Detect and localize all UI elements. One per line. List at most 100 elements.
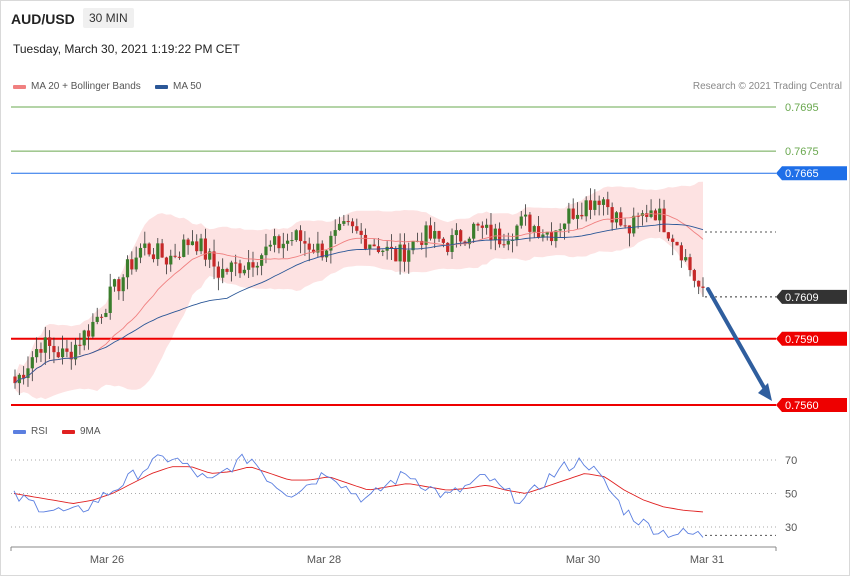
candle-body [350, 221, 355, 227]
candle-body [597, 200, 601, 205]
rsi-swatch [13, 429, 26, 434]
candle-body [26, 368, 30, 378]
candle-body [199, 238, 203, 252]
rsi-line [13, 453, 704, 539]
candle-body [48, 337, 52, 346]
candle-body [147, 243, 151, 255]
timeframe-button[interactable]: 30 MIN [83, 8, 134, 28]
legend-9ma-label: 9MA [80, 426, 101, 437]
level-label: 0.7695 [785, 102, 819, 114]
candle-body [186, 239, 190, 246]
rsi-level-label: 30 [785, 522, 797, 534]
candle-body [160, 243, 164, 258]
moving-averages [14, 213, 704, 384]
candle-body [39, 349, 43, 353]
candle-body [420, 240, 424, 245]
candle-body [567, 208, 571, 224]
level-tag [776, 166, 847, 181]
price-levels [11, 106, 776, 406]
candle-body [121, 277, 125, 292]
level-tag [776, 331, 847, 346]
candle-body [627, 225, 632, 234]
candle-body [216, 266, 220, 278]
candle-body [562, 223, 567, 230]
level-label: 0.7560 [785, 400, 819, 412]
rsi-level-label: 50 [785, 489, 797, 501]
candle-body [177, 256, 182, 258]
candle-body [35, 349, 39, 358]
candle-body [502, 244, 506, 246]
candle-body [645, 213, 649, 217]
candle-body [441, 238, 445, 243]
level-label: 0.7665 [785, 168, 819, 180]
candle-body [381, 250, 385, 253]
candlesticks [13, 188, 705, 396]
candle-body [697, 280, 701, 287]
candle-body [95, 316, 99, 322]
candle-body [472, 223, 476, 239]
candle-body [493, 228, 497, 241]
candle-body [30, 357, 34, 369]
candle-body [372, 244, 376, 247]
candle-body [130, 259, 134, 270]
price-level-labels: 0.7695 0.7675 0.7665 0.7609 0.7590 0.7560 [776, 102, 847, 412]
candle-body [407, 250, 411, 262]
projection-arrow-head [758, 383, 772, 401]
level-label: 0.7675 [785, 146, 819, 158]
candle-body [528, 214, 532, 232]
candle-body [264, 246, 268, 256]
legend-ma50: MA 50 [155, 81, 201, 92]
candle-body [601, 199, 606, 205]
candle-body [398, 244, 402, 262]
candle-body [86, 330, 91, 337]
candle-body [433, 230, 437, 239]
candle-body [99, 316, 104, 318]
timestamp: Tuesday, March 30, 2021 1:19:22 PM CET [13, 42, 240, 56]
candle-body [575, 214, 580, 219]
candle-body [43, 337, 47, 353]
candle-body [238, 263, 242, 274]
candle-body [311, 249, 316, 253]
candle-body [324, 250, 329, 258]
candle-body [229, 262, 233, 272]
candle-body [593, 200, 597, 210]
candle-body [485, 224, 489, 228]
candle-body [658, 208, 662, 221]
legend-rsi-label: RSI [31, 426, 48, 437]
legend-rsi: RSI [13, 426, 48, 437]
candle-body [164, 257, 169, 265]
candle-body [316, 243, 320, 253]
candle-body [450, 235, 454, 252]
candle-body [169, 255, 173, 265]
legend-ma20: MA 20 + Bollinger Bands [13, 81, 141, 92]
candle-body [363, 234, 368, 249]
candle-body [446, 242, 450, 252]
candle-body [467, 238, 471, 245]
candle-body [337, 223, 342, 231]
time-axis: Mar 26 Mar 28 Mar 30 Mar 31 [10, 546, 777, 566]
candle-body [623, 225, 627, 227]
level-label: 0.7609 [785, 292, 819, 304]
candle-body [247, 262, 251, 270]
candle-body [242, 269, 246, 274]
level-tag [776, 398, 847, 412]
candle-body [298, 230, 303, 242]
candle-body [519, 216, 523, 226]
candle-body [60, 348, 65, 358]
candle-body [294, 230, 298, 241]
candle-body [584, 200, 588, 217]
x-tick-label: Mar 30 [566, 554, 600, 566]
candle-body [234, 262, 238, 264]
ma50-line [14, 223, 704, 384]
projection-arrow [706, 287, 772, 401]
candle-body [112, 279, 117, 287]
candle-body [78, 344, 82, 346]
candle-body [104, 312, 108, 317]
candle-body [82, 330, 86, 346]
candle-body [653, 210, 658, 221]
ma20-line [14, 213, 704, 384]
candle-body [632, 215, 636, 234]
candle-body [636, 215, 640, 217]
candle-body [277, 236, 281, 249]
